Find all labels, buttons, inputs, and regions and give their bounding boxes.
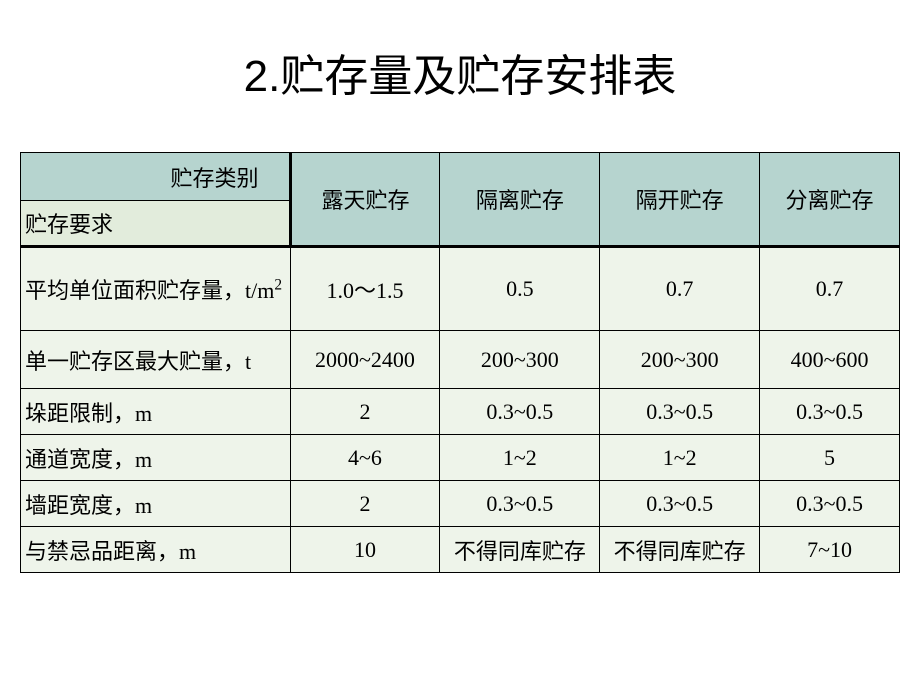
table-row: 墙距宽度，m20.3~0.50.3~0.50.3~0.5 [21, 481, 900, 527]
data-cell: 0.7 [600, 247, 760, 331]
data-cell: 0.3~0.5 [600, 481, 760, 527]
diag-header-top: 贮存类别 [21, 153, 291, 201]
storage-table: 贮存类别 露天贮存隔离贮存隔开贮存分离贮存 贮存要求 平均单位面积贮存量，t/m… [20, 152, 900, 573]
data-cell: 400~600 [760, 331, 900, 389]
data-cell: 10 [290, 527, 440, 573]
data-cell: 1.0～1.5 [290, 247, 440, 331]
row-label: 垛距限制，m [21, 389, 291, 435]
table-row: 通道宽度，m4~61~21~25 [21, 435, 900, 481]
column-header: 隔开贮存 [600, 153, 760, 247]
table-body: 贮存类别 露天贮存隔离贮存隔开贮存分离贮存 贮存要求 平均单位面积贮存量，t/m… [21, 153, 900, 573]
row-label: 平均单位面积贮存量，t/m2 [21, 247, 291, 331]
data-cell: 不得同库贮存 [440, 527, 600, 573]
slide: 2.贮存量及贮存安排表 贮存类别 露天贮存隔离贮存隔开贮存分离贮存 贮存要求 平… [0, 0, 920, 690]
data-cell: 0.3~0.5 [600, 389, 760, 435]
data-cell: 0.3~0.5 [440, 389, 600, 435]
data-cell: 4~6 [290, 435, 440, 481]
data-cell: 2 [290, 389, 440, 435]
table-row: 平均单位面积贮存量，t/m21.0～1.50.50.70.7 [21, 247, 900, 331]
diag-header-bottom: 贮存要求 [21, 201, 291, 247]
data-cell: 1~2 [440, 435, 600, 481]
row-label: 通道宽度，m [21, 435, 291, 481]
data-cell: 0.3~0.5 [760, 481, 900, 527]
data-cell: 0.3~0.5 [760, 389, 900, 435]
data-cell: 0.5 [440, 247, 600, 331]
row-label: 与禁忌品距离，m [21, 527, 291, 573]
slide-title: 2.贮存量及贮存安排表 [20, 40, 900, 104]
data-cell: 0.7 [760, 247, 900, 331]
table-row: 垛距限制，m20.3~0.50.3~0.50.3~0.5 [21, 389, 900, 435]
data-cell: 2 [290, 481, 440, 527]
table-row: 单一贮存区最大贮量，t2000~2400200~300200~300400~60… [21, 331, 900, 389]
data-cell: 2000~2400 [290, 331, 440, 389]
row-label: 单一贮存区最大贮量，t [21, 331, 291, 389]
row-label: 墙距宽度，m [21, 481, 291, 527]
data-cell: 200~300 [440, 331, 600, 389]
table-row: 与禁忌品距离，m10不得同库贮存不得同库贮存7~10 [21, 527, 900, 573]
column-header: 露天贮存 [290, 153, 440, 247]
data-cell: 200~300 [600, 331, 760, 389]
data-cell: 7~10 [760, 527, 900, 573]
data-cell: 不得同库贮存 [600, 527, 760, 573]
data-cell: 0.3~0.5 [440, 481, 600, 527]
column-header: 分离贮存 [760, 153, 900, 247]
header-row-top: 贮存类别 露天贮存隔离贮存隔开贮存分离贮存 [21, 153, 900, 201]
data-cell: 1~2 [600, 435, 760, 481]
column-header: 隔离贮存 [440, 153, 600, 247]
data-cell: 5 [760, 435, 900, 481]
